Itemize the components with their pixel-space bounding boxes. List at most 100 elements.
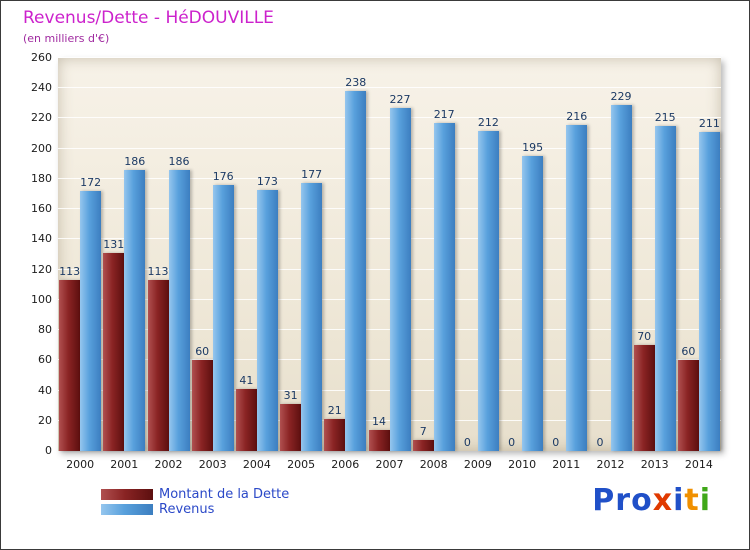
proxiti-logo: Proxiti (592, 483, 711, 518)
value-label-dette-2014: 60 (681, 345, 696, 359)
bar-dette-2014 (677, 360, 699, 451)
bar-revenus-2009 (477, 130, 499, 451)
value-label-dette-2005: 31 (283, 389, 298, 403)
value-label-revenus-2010: 195 (522, 141, 544, 155)
bar-dette-2007 (368, 429, 390, 451)
x-tick-2005: 2005 (287, 458, 316, 471)
x-tick-2003: 2003 (198, 458, 227, 471)
bar-revenus-2013 (654, 126, 676, 451)
value-label-revenus-2000: 172 (80, 176, 102, 189)
y-tick-label: 120 (31, 262, 52, 276)
y-tick-label: 260 (31, 51, 52, 64)
bar-revenus-2003 (212, 184, 234, 451)
x-tick-2013: 2013 (640, 458, 669, 471)
bar-dette-2013 (633, 345, 655, 451)
value-label-dette-2006: 21 (327, 404, 342, 418)
logo-letter: r (615, 483, 632, 518)
logo-letter: i (673, 483, 685, 518)
x-tick-2009: 2009 (463, 458, 492, 471)
y-tick-label: 180 (31, 171, 52, 185)
legend-swatch-dette (101, 489, 153, 500)
x-tick-2008: 2008 (419, 458, 448, 471)
y-tick-label: 200 (31, 141, 52, 155)
y-tick-label: 60 (38, 353, 52, 367)
x-tick-2002: 2002 (154, 458, 183, 471)
value-label-revenus-2009: 212 (477, 115, 499, 129)
y-tick-label: 0 (45, 444, 52, 457)
logo-letter: i (699, 483, 711, 518)
x-tick-2001: 2001 (110, 458, 139, 471)
y-tick-label: 160 (31, 202, 52, 216)
y-tick-label: 20 (38, 413, 52, 427)
value-label-dette-2011: 0 (552, 436, 560, 449)
bar-revenus-2010 (522, 156, 544, 451)
bar-revenus-2011 (566, 124, 588, 451)
bar-revenus-2008 (433, 123, 455, 451)
value-label-dette-2009: 0 (463, 436, 471, 449)
y-tick-label: 80 (38, 323, 52, 337)
legend-swatch-revenus (101, 504, 153, 515)
y-tick-label: 100 (31, 292, 52, 306)
x-tick-2012: 2012 (596, 458, 625, 471)
legend-label-revenus: Revenus (159, 502, 215, 517)
x-tick-2004: 2004 (242, 458, 271, 471)
value-label-revenus-2012: 229 (610, 89, 632, 103)
bar-dette-2006 (324, 419, 346, 451)
x-tick-2010: 2010 (508, 458, 537, 471)
value-label-revenus-2011: 216 (566, 109, 588, 123)
bar-dette-2004 (235, 389, 257, 451)
y-tick-label: 40 (38, 383, 52, 397)
logo-letter: o (631, 483, 653, 518)
value-label-dette-2002: 113 (147, 265, 169, 279)
value-label-revenus-2002: 186 (168, 154, 190, 168)
value-label-revenus-2004: 173 (256, 174, 278, 188)
bar-revenus-2007 (389, 107, 411, 451)
bar-revenus-2000 (80, 191, 102, 451)
value-label-dette-2012: 0 (596, 436, 604, 449)
x-tick-2011: 2011 (552, 458, 581, 471)
y-tick-label: 140 (31, 232, 52, 246)
bar-revenus-2002 (168, 169, 190, 451)
bar-revenus-2012 (610, 104, 632, 451)
value-label-revenus-2003: 176 (212, 169, 234, 183)
x-tick-2007: 2007 (375, 458, 404, 471)
value-label-revenus-2007: 227 (389, 92, 411, 106)
bar-revenus-2014 (698, 132, 720, 451)
bar-dette-2003 (191, 360, 213, 451)
bar-revenus-2001 (124, 169, 146, 451)
x-tick-2006: 2006 (331, 458, 360, 471)
gridline (58, 87, 721, 89)
x-tick-2000: 2000 (66, 458, 95, 471)
value-label-dette-2003: 60 (195, 345, 210, 359)
chart-title: Revenus/Dette - HéDOUVILLE (23, 8, 274, 28)
value-label-dette-2001: 131 (103, 237, 125, 251)
value-label-revenus-2001: 186 (124, 154, 146, 168)
bar-dette-2008 (412, 440, 434, 451)
logo-letter: t (684, 483, 700, 518)
plot-area (58, 57, 721, 451)
value-label-revenus-2008: 217 (433, 107, 455, 121)
bar-dette-2001 (103, 253, 125, 451)
value-label-dette-2000: 113 (59, 265, 81, 279)
value-label-revenus-2013: 215 (654, 111, 676, 125)
y-tick-label: 220 (31, 111, 52, 125)
x-tick-2014: 2014 (684, 458, 713, 471)
bar-dette-2005 (280, 404, 302, 451)
legend-label-dette: Montant de la Dette (159, 487, 290, 502)
chart-subtitle: (en milliers d'€) (23, 32, 110, 45)
value-label-dette-2004: 41 (239, 374, 254, 388)
value-label-revenus-2006: 238 (345, 76, 367, 90)
value-label-dette-2007: 14 (372, 414, 386, 428)
value-label-dette-2008: 7 (419, 425, 427, 439)
value-label-revenus-2014: 211 (698, 117, 720, 131)
value-label-dette-2010: 0 (508, 436, 516, 449)
logo-letter: x (652, 483, 674, 518)
bar-revenus-2004 (256, 189, 278, 451)
gridline (58, 57, 721, 58)
bar-revenus-2006 (345, 91, 367, 451)
bar-dette-2000 (59, 280, 81, 451)
value-label-dette-2013: 70 (637, 330, 652, 344)
logo-letter: P (592, 483, 616, 518)
bar-dette-2002 (147, 280, 169, 451)
